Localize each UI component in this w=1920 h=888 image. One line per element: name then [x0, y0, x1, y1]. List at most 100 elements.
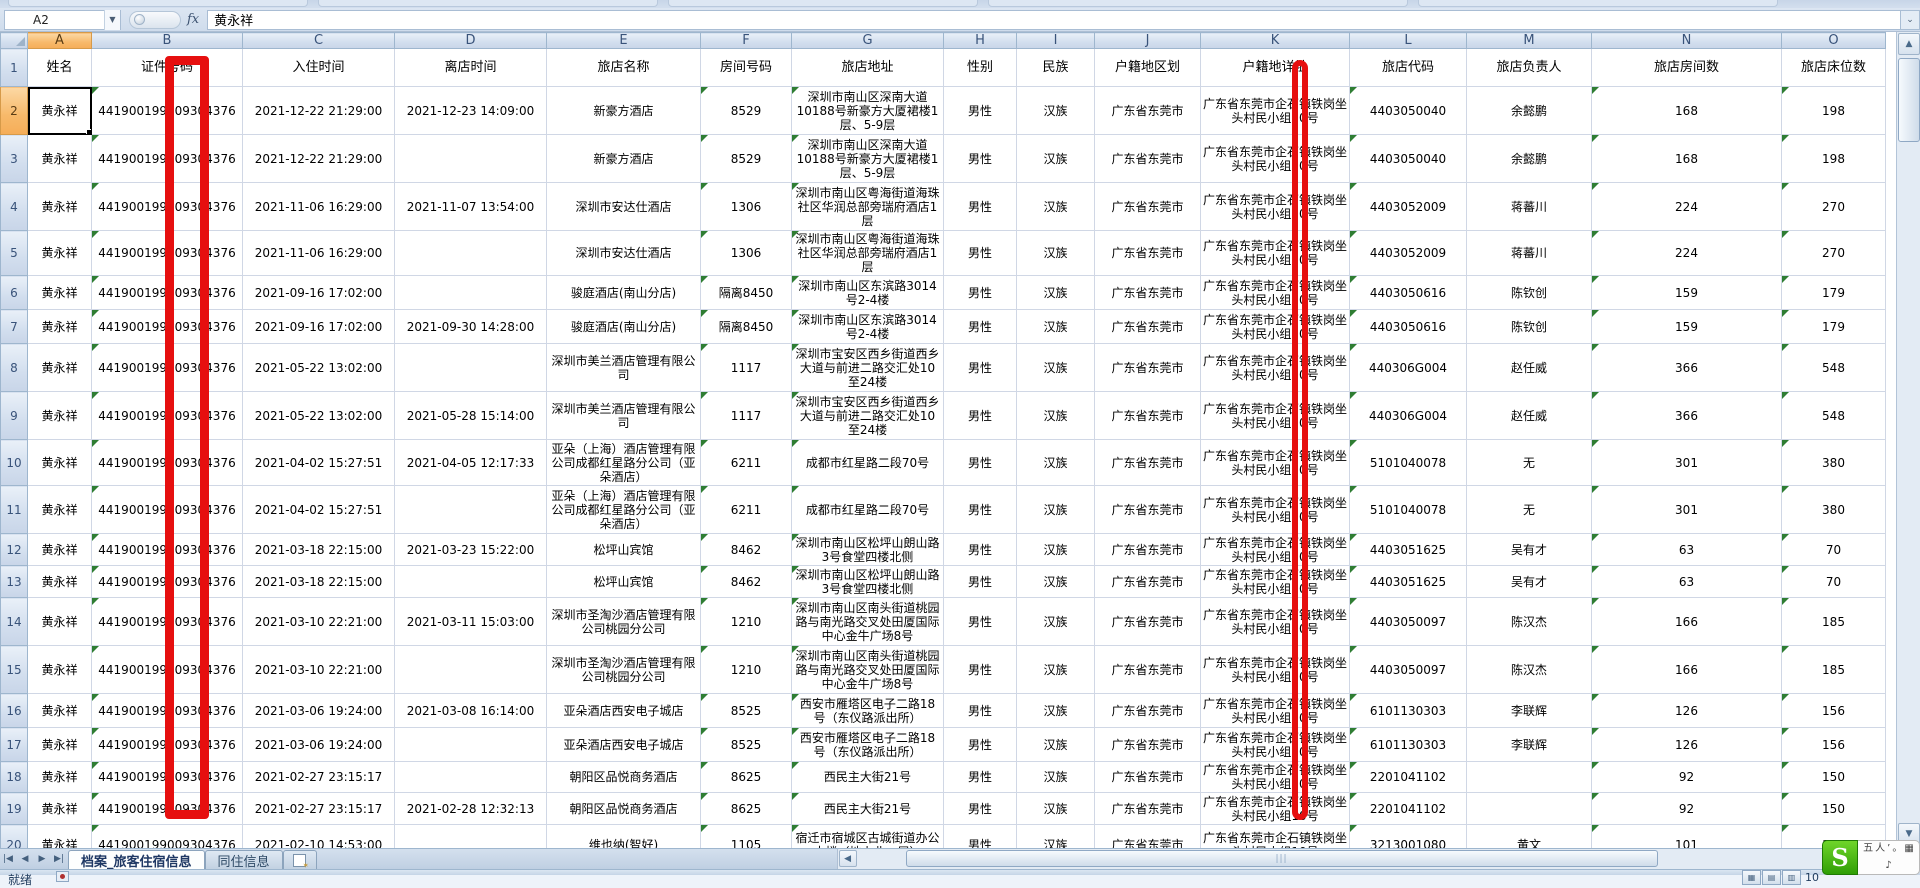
cell-K14[interactable]: 广东省东莞市企石镇铁岗坐头村民小组10号: [1200, 597, 1350, 646]
cell-E11[interactable]: 亚朵（上海）酒店管理有限公司成都红星路分公司（亚朵酒店）: [546, 485, 701, 534]
tab-first-icon[interactable]: |◀: [3, 854, 13, 864]
cell-M8[interactable]: 赵任威: [1466, 343, 1592, 392]
cell-J11[interactable]: 广东省东莞市: [1094, 485, 1201, 534]
column-header-H[interactable]: H: [943, 32, 1017, 49]
cell-G15[interactable]: 深圳市南山区南头街道桃园路与南光路交叉处田厦国际中心金牛广场8号: [791, 645, 944, 694]
cell-I12[interactable]: 汉族: [1016, 533, 1095, 566]
cell-A5[interactable]: 黄永祥: [27, 230, 92, 276]
cell-K20[interactable]: 广东省东莞市企石镇铁岗坐头村民小组10号: [1200, 824, 1350, 848]
cell-K4[interactable]: 广东省东莞市企石镇铁岗坐头村民小组10号: [1200, 182, 1350, 231]
cell-G7[interactable]: 深圳市南山区东滨路3014号2-4楼: [791, 309, 944, 344]
cell-C15[interactable]: 2021-03-10 22:21:00: [242, 645, 395, 694]
cell-I7[interactable]: 汉族: [1016, 309, 1095, 344]
cell-B11[interactable]: 441900199009304376: [91, 485, 243, 534]
cell-I13[interactable]: 汉族: [1016, 565, 1095, 598]
cell-A12[interactable]: 黄永祥: [27, 533, 92, 566]
cell-N3[interactable]: 168: [1591, 134, 1782, 183]
ime-glyph-icon[interactable]: 五: [1863, 843, 1874, 855]
cell-I16[interactable]: 汉族: [1016, 693, 1095, 728]
cell-M6[interactable]: 陈钦创: [1466, 275, 1592, 310]
cell-B16[interactable]: 441900199009304376: [91, 693, 243, 728]
cell-O16[interactable]: 156: [1781, 693, 1886, 728]
cell-N18[interactable]: 92: [1591, 761, 1782, 793]
cell-K13[interactable]: 广东省东莞市企石镇铁岗坐头村民小组10号: [1200, 565, 1350, 598]
column-header-O[interactable]: O: [1781, 32, 1886, 49]
cell-F13[interactable]: 8462: [700, 565, 792, 598]
row-header-12[interactable]: 12: [0, 533, 28, 566]
cell-N19[interactable]: 92: [1591, 792, 1782, 825]
column-header-K[interactable]: K: [1200, 32, 1350, 49]
cell-J15[interactable]: 广东省东莞市: [1094, 645, 1201, 694]
cell-H4[interactable]: 男性: [943, 182, 1017, 231]
cell-B15[interactable]: 441900199009304376: [91, 645, 243, 694]
cell-M2[interactable]: 余懿鹏: [1466, 86, 1592, 135]
cell-L5[interactable]: 4403052009: [1349, 230, 1467, 276]
vertical-scroll-thumb[interactable]: [1898, 58, 1920, 142]
cell-C18[interactable]: 2021-02-27 23:15:17: [242, 761, 395, 793]
formula-bar-expand-icon[interactable]: ⌄: [1900, 9, 1920, 30]
column-header-L[interactable]: L: [1349, 32, 1467, 49]
page-layout-view-icon[interactable]: ▤: [1762, 870, 1781, 885]
cell-C19[interactable]: 2021-02-27 23:15:17: [242, 792, 395, 825]
cell-L7[interactable]: 4403050616: [1349, 309, 1467, 344]
cell-J12[interactable]: 广东省东莞市: [1094, 533, 1201, 566]
cell-B6[interactable]: 441900199009304376: [91, 275, 243, 310]
cell-O17[interactable]: 156: [1781, 727, 1886, 762]
cell-O10[interactable]: 380: [1781, 439, 1886, 486]
cell-G10[interactable]: 成都市红星路二段70号: [791, 439, 944, 486]
cell-K15[interactable]: 广东省东莞市企石镇铁岗坐头村民小组10号: [1200, 645, 1350, 694]
row-header-13[interactable]: 13: [0, 565, 28, 598]
insert-function-button[interactable]: [129, 10, 181, 29]
cell-E12[interactable]: 松坪山宾馆: [546, 533, 701, 566]
ime-glyph-icon[interactable]: ▦: [1904, 843, 1914, 855]
cell-A7[interactable]: 黄永祥: [27, 309, 92, 344]
cell-A6[interactable]: 黄永祥: [27, 275, 92, 310]
cell-N14[interactable]: 166: [1591, 597, 1782, 646]
cell-F18[interactable]: 8625: [700, 761, 792, 793]
ime-glyph-icon[interactable]: 。: [1892, 843, 1903, 855]
cell-B19[interactable]: 441900199009304376: [91, 792, 243, 825]
cell-J5[interactable]: 广东省东莞市: [1094, 230, 1201, 276]
cell-D15[interactable]: [394, 645, 547, 694]
select-all-corner[interactable]: [0, 32, 28, 49]
cell-B12[interactable]: 441900199009304376: [91, 533, 243, 566]
cell-E10[interactable]: 亚朵（上海）酒店管理有限公司成都红星路分公司（亚朵酒店）: [546, 439, 701, 486]
ime-glyph-icon[interactable]: ♪: [1885, 859, 1892, 871]
cell-A18[interactable]: 黄永祥: [27, 761, 92, 793]
cell-N17[interactable]: 126: [1591, 727, 1782, 762]
formula-input[interactable]: 黄永祥: [207, 9, 1900, 30]
cell-D20[interactable]: [394, 824, 547, 848]
ime-glyph-icon[interactable]: ’: [1887, 843, 1891, 855]
row-header-14[interactable]: 14: [0, 597, 28, 646]
cell-D8[interactable]: [394, 343, 547, 392]
cell-I15[interactable]: 汉族: [1016, 645, 1095, 694]
cell-F3[interactable]: 8529: [700, 134, 792, 183]
cell-B2[interactable]: 441900199009304376: [91, 86, 243, 135]
row-header-10[interactable]: 10: [0, 439, 28, 486]
cell-I17[interactable]: 汉族: [1016, 727, 1095, 762]
cell-C4[interactable]: 2021-11-06 16:29:00: [242, 182, 395, 231]
cell-H12[interactable]: 男性: [943, 533, 1017, 566]
cell-O6[interactable]: 179: [1781, 275, 1886, 310]
cell-B4[interactable]: 441900199009304376: [91, 182, 243, 231]
cell-O7[interactable]: 179: [1781, 309, 1886, 344]
cell-J3[interactable]: 广东省东莞市: [1094, 134, 1201, 183]
row-header-20[interactable]: 20: [0, 824, 28, 848]
column-header-F[interactable]: F: [700, 32, 792, 49]
cell-F7[interactable]: 隔离8450: [700, 309, 792, 344]
cell-K11[interactable]: 广东省东莞市企石镇铁岗坐头村民小组10号: [1200, 485, 1350, 534]
cell-L20[interactable]: 3213001080: [1349, 824, 1467, 848]
cell-A9[interactable]: 黄永祥: [27, 391, 92, 440]
cell-N9[interactable]: 366: [1591, 391, 1782, 440]
cell-E13[interactable]: 松坪山宾馆: [546, 565, 701, 598]
cell-C9[interactable]: 2021-05-22 13:02:00: [242, 391, 395, 440]
cell-M14[interactable]: 陈汉杰: [1466, 597, 1592, 646]
cell-E3[interactable]: 新豪方酒店: [546, 134, 701, 183]
column-header-E[interactable]: E: [546, 32, 701, 49]
cell-J9[interactable]: 广东省东莞市: [1094, 391, 1201, 440]
cell-G6[interactable]: 深圳市南山区东滨路3014号2-4楼: [791, 275, 944, 310]
cell-F8[interactable]: 1117: [700, 343, 792, 392]
cell-K3[interactable]: 广东省东莞市企石镇铁岗坐头村民小组10号: [1200, 134, 1350, 183]
cell-E4[interactable]: 深圳市安达仕酒店: [546, 182, 701, 231]
cell-E6[interactable]: 骏庭酒店(南山分店): [546, 275, 701, 310]
